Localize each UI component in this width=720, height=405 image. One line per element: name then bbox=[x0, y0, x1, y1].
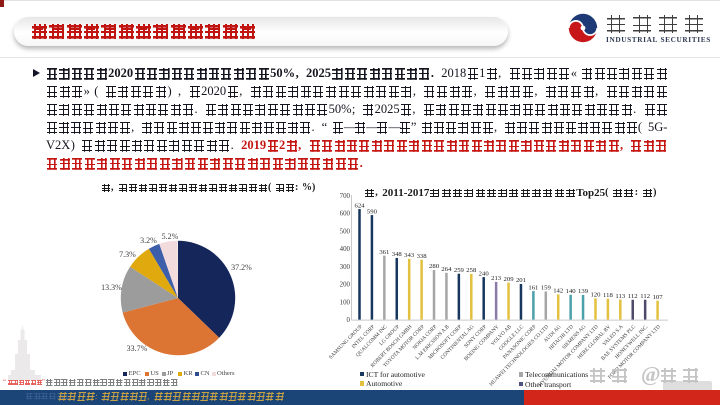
svg-text:100: 100 bbox=[340, 299, 351, 306]
svg-text:112: 112 bbox=[628, 293, 638, 300]
svg-text:113: 113 bbox=[615, 293, 625, 300]
svg-text:112: 112 bbox=[640, 293, 650, 300]
svg-text:264: 264 bbox=[441, 266, 452, 273]
svg-text:400: 400 bbox=[340, 246, 351, 253]
svg-text:118: 118 bbox=[603, 292, 613, 299]
svg-text:300: 300 bbox=[340, 264, 351, 271]
svg-text:280: 280 bbox=[429, 263, 440, 270]
svg-text:201: 201 bbox=[516, 277, 526, 284]
svg-text:624: 624 bbox=[354, 202, 365, 209]
svg-text:600: 600 bbox=[340, 211, 351, 218]
svg-text:209: 209 bbox=[504, 276, 515, 283]
svg-text:213: 213 bbox=[491, 275, 502, 282]
svg-text:159: 159 bbox=[541, 285, 552, 292]
svg-text:338: 338 bbox=[417, 253, 428, 260]
svg-text:258: 258 bbox=[466, 267, 477, 274]
svg-text:700: 700 bbox=[340, 193, 351, 200]
svg-text:161: 161 bbox=[528, 284, 538, 291]
svg-text:348: 348 bbox=[392, 251, 403, 258]
svg-text:120: 120 bbox=[590, 292, 601, 299]
svg-text:343: 343 bbox=[404, 252, 415, 259]
svg-text:142: 142 bbox=[553, 288, 563, 295]
svg-text:107: 107 bbox=[653, 294, 664, 301]
svg-text:259: 259 bbox=[454, 267, 465, 274]
svg-text:0: 0 bbox=[347, 317, 351, 324]
svg-text:500: 500 bbox=[340, 228, 351, 235]
svg-text:240: 240 bbox=[479, 270, 490, 277]
svg-text:200: 200 bbox=[340, 282, 351, 289]
svg-text:590: 590 bbox=[367, 208, 378, 215]
svg-text:139: 139 bbox=[578, 288, 589, 295]
svg-text:140: 140 bbox=[566, 288, 577, 295]
svg-text:361: 361 bbox=[379, 249, 389, 256]
